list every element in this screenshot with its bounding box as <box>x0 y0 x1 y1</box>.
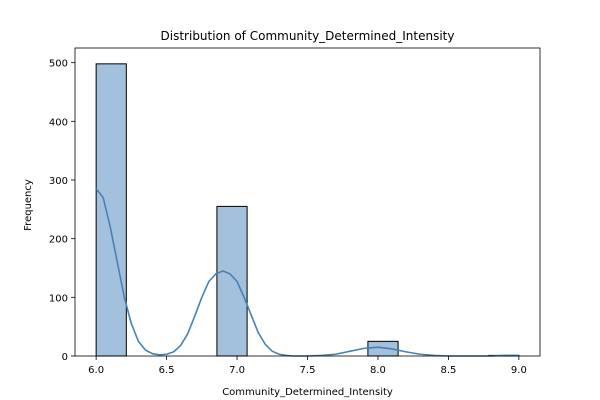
y-axis-label: Frequency <box>23 179 34 231</box>
y-tick-label-2: 200 <box>49 235 68 246</box>
y-tick-label-1: 100 <box>49 293 68 304</box>
x-tick-label-4: 8.0 <box>370 365 386 376</box>
kde-layer <box>95 188 519 357</box>
y-tick-label-3: 300 <box>49 176 68 187</box>
chart-title: Distribution of Community_Determined_Int… <box>161 29 455 43</box>
plot-frame <box>74 47 541 357</box>
y-tick-label-5: 500 <box>49 59 68 70</box>
x-axis-label: Community_Determined_Intensity <box>222 387 393 398</box>
x-tick-label-0: 6.0 <box>88 365 104 376</box>
bars-layer <box>95 63 520 357</box>
x-ticks: 6.0 6.5 7.0 7.5 8.0 8.5 9.0 <box>88 356 527 376</box>
x-tick-label-3: 7.5 <box>300 365 316 376</box>
x-tick-label-6: 9.0 <box>511 365 527 376</box>
x-tick-label-1: 6.5 <box>159 365 175 376</box>
axes-layer <box>74 47 541 357</box>
kde-line <box>95 188 519 357</box>
histogram-bar-0 <box>95 63 127 357</box>
x-tick-label-5: 8.5 <box>440 365 456 376</box>
y-tick-label-0: 0 <box>62 352 68 363</box>
y-ticks: 0 100 200 300 400 500 <box>49 59 75 363</box>
histogram-bar-4 <box>216 205 248 357</box>
x-tick-label-2: 7.0 <box>229 365 245 376</box>
y-tick-label-4: 400 <box>49 117 68 128</box>
